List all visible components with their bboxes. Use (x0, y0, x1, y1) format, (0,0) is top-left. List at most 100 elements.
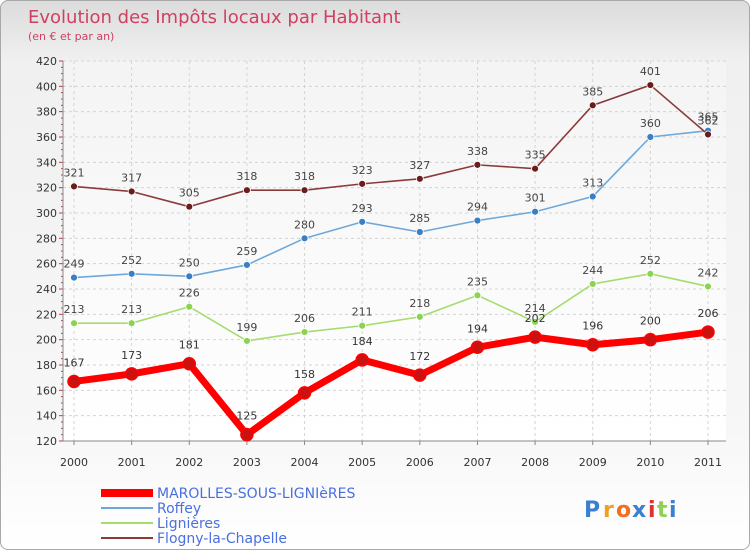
data-point (185, 202, 194, 211)
axes: 1201401601802002202402602803003203403603… (36, 55, 726, 469)
data-point (70, 273, 78, 282)
y-tick-label: 420 (36, 55, 57, 68)
data-point (473, 216, 482, 225)
data-label: 206 (698, 307, 719, 320)
data-point (415, 312, 424, 321)
series-2: 213 213 226 199 206 211 218 235 214 244 252 242 (64, 254, 719, 345)
x-tick-label: 2004 (291, 456, 319, 469)
x-tick-label: 2000 (60, 456, 88, 469)
x-tick-label: 2010 (636, 456, 664, 469)
data-point (70, 182, 78, 191)
x-tick-label: 2005 (348, 456, 376, 469)
data-point (585, 337, 600, 352)
data-point (300, 234, 309, 243)
logo-letter: P (584, 498, 600, 523)
legend-label: Roffey (157, 501, 201, 517)
data-point (531, 164, 539, 173)
data-label: 360 (640, 117, 661, 130)
data-point (127, 269, 136, 278)
y-tick-label: 160 (36, 384, 57, 397)
data-label: 293 (352, 202, 373, 215)
data-label: 202 (525, 312, 546, 325)
y-tick-label: 320 (36, 182, 57, 195)
legend-label: MAROLLES-SOUS-LIGNIèRES (157, 486, 355, 502)
data-point (473, 291, 482, 300)
data-point (646, 81, 655, 89)
data-label: 242 (698, 266, 719, 279)
y-tick-label: 140 (36, 410, 57, 423)
data-label: 184 (352, 335, 373, 348)
data-label: 338 (467, 145, 488, 158)
data-label: 259 (236, 245, 257, 258)
data-label: 323 (352, 164, 373, 177)
data-label: 194 (467, 322, 488, 335)
data-label: 294 (467, 201, 488, 214)
legend-label: Flogny-la-Chapelle (157, 531, 287, 547)
logo-letter: o (616, 498, 631, 523)
data-label: 401 (640, 65, 661, 78)
data-point (528, 330, 542, 344)
data-label: 285 (409, 212, 430, 225)
data-point (646, 269, 655, 278)
logo-letter: t (657, 498, 668, 523)
y-tick-label: 280 (36, 232, 57, 245)
data-point (182, 356, 197, 371)
grid (63, 60, 726, 442)
data-label: 158 (294, 368, 315, 381)
y-tick-label: 240 (36, 283, 57, 296)
data-point (127, 319, 136, 328)
x-tick-label: 2009 (579, 456, 607, 469)
data-label: 218 (409, 297, 430, 310)
chart-subtitle: (en € et par an) (28, 30, 114, 43)
series-line (73, 84, 709, 208)
y-tick-label: 300 (36, 207, 57, 220)
data-label: 252 (121, 254, 142, 267)
y-tick-label: 180 (36, 359, 57, 372)
data-label: 173 (121, 349, 142, 362)
data-point (531, 318, 539, 326)
series-line (70, 328, 712, 439)
data-label: 318 (294, 170, 315, 183)
data-label: 206 (294, 312, 315, 325)
data-point (358, 179, 367, 188)
data-label: 199 (236, 321, 257, 334)
data-label: 249 (64, 258, 85, 271)
data-point (531, 207, 539, 216)
data-point (643, 332, 658, 347)
data-label: 214 (525, 302, 546, 315)
series-1: 249 252 250 259 280 293 285 294 301 313 360 365 (64, 111, 719, 282)
x-tick-label: 2006 (406, 456, 434, 469)
data-point (415, 228, 424, 236)
data-point (355, 353, 369, 367)
data-label: 305 (179, 187, 200, 200)
data-point (67, 374, 81, 389)
data-point (704, 282, 712, 291)
data-point (243, 186, 251, 195)
data-point (185, 272, 194, 281)
data-label: 313 (582, 177, 603, 190)
data-label: 167 (64, 356, 85, 369)
data-label: 321 (64, 166, 85, 179)
logo-letter: i (669, 498, 677, 523)
data-label: 335 (525, 149, 546, 162)
data-label: 196 (582, 320, 603, 333)
y-tick-label: 220 (36, 308, 57, 321)
data-point (243, 337, 251, 345)
logo-letter: r (603, 498, 614, 523)
data-point (413, 368, 427, 382)
data-point (300, 186, 309, 195)
data-point (415, 174, 424, 183)
data-label: 317 (121, 171, 142, 184)
data-label: 125 (236, 410, 257, 423)
data-point (588, 280, 597, 288)
y-tick-label: 260 (36, 258, 57, 271)
legend: MAROLLES-SOUS-LIGNIèRESRoffeyLignièresFl… (101, 486, 355, 547)
data-point (704, 130, 712, 139)
data-point (124, 367, 139, 381)
data-point (70, 319, 78, 328)
data-point (358, 321, 367, 330)
data-point (300, 328, 309, 336)
